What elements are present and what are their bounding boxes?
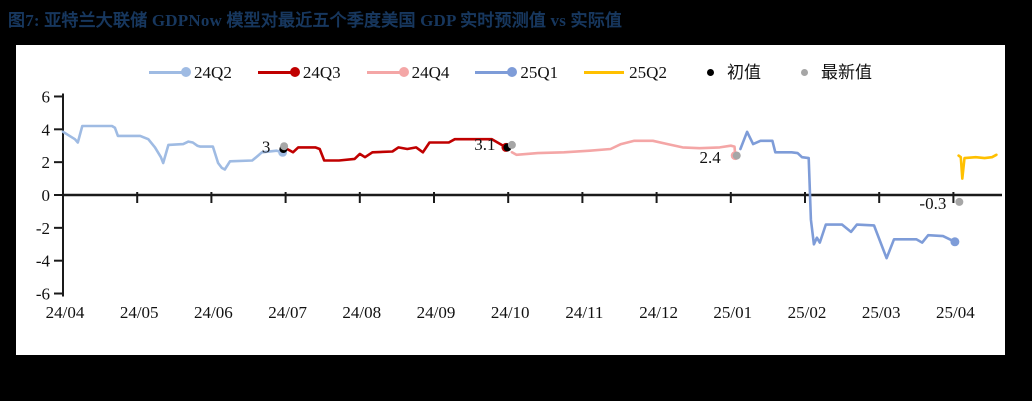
- x-axis-tick-label: 24/10: [491, 303, 530, 322]
- x-axis-tick-label: 24/12: [639, 303, 678, 322]
- legend-item-25Q1: 25Q1: [475, 64, 558, 81]
- series-line-24Q2: [61, 124, 284, 171]
- series-line-24Q3: [285, 137, 508, 162]
- x-axis-tick-label: 24/05: [120, 303, 159, 322]
- marker-dot-最新值: [955, 197, 964, 206]
- legend-label: 24Q2: [194, 62, 232, 82]
- y-axis-tick-label: 6: [42, 87, 51, 106]
- legend-line-icon: [584, 70, 625, 74]
- y-axis-tick-label: 0: [42, 186, 51, 205]
- legend-line-icon: [475, 67, 518, 77]
- y-axis-tick-label: 2: [42, 153, 51, 172]
- x-axis-tick-label: 25/01: [713, 303, 752, 322]
- legend-item-24Q2: 24Q2: [149, 64, 232, 81]
- legend-label: 25Q2: [629, 62, 667, 82]
- legend-label: 24Q4: [411, 62, 450, 82]
- x-axis-tick-label: 25/02: [788, 303, 827, 322]
- x-axis-tick-label: 24/09: [417, 303, 456, 322]
- legend-item-24Q4: 24Q4: [366, 62, 450, 82]
- chart-svg: 6 4 2 0 -2 -4 -624/04 24/05 24/06 24/07 24/08 24/09…: [36, 87, 1002, 322]
- legend-item-25Q2: 25Q2: [584, 64, 667, 81]
- annotation-3: 3: [262, 138, 271, 157]
- x-axis-tick-label: 24/08: [342, 303, 381, 322]
- legend-line-icon: [149, 67, 192, 77]
- legend-item-最新值: 最新值: [800, 62, 872, 82]
- marker-dot-最新值: [280, 142, 289, 151]
- legend-item-24Q3: 24Q3: [257, 62, 341, 82]
- marker-dot-最新值: [732, 151, 741, 160]
- legend-item-初值: 初值: [706, 62, 761, 82]
- y-axis-tick-label: -2: [36, 219, 50, 238]
- x-axis-tick-label: 25/04: [936, 303, 975, 322]
- chart-legend: 24Q2 24Q3 24Q4 25Q1 25Q2 初值 最新值: [16, 62, 1005, 82]
- legend-line-icon: [257, 67, 300, 77]
- y-axis-tick-label: -6: [36, 285, 50, 304]
- y-axis-tick-label: -4: [36, 252, 51, 271]
- y-axis-tick-label: 4: [42, 120, 51, 139]
- legend-dot-icon: [800, 68, 808, 76]
- legend-label: 最新值: [820, 62, 872, 82]
- annotation-2.4: 2.4: [699, 148, 721, 167]
- x-axis-tick-label: 24/06: [194, 303, 233, 322]
- series-line-25Q2: [957, 153, 998, 180]
- series-line-25Q1: [739, 130, 957, 260]
- series-line-24Q4: [510, 139, 737, 157]
- x-axis-tick-label: 25/03: [862, 303, 901, 322]
- figure-title: 图7: 亚特兰大联储 GDPNow 模型对最近五个季度美国 GDP 实时预测值 …: [8, 11, 623, 30]
- x-axis-tick-label: 24/04: [46, 303, 85, 322]
- annotation-3.1: 3.1: [474, 135, 495, 154]
- chart-card: 24Q2 24Q3 24Q4 25Q1 25Q2 初值 最新值 6 4 2 0 -2 -4 -6 24/0…: [16, 45, 1005, 355]
- legend-dot-icon: [706, 68, 714, 76]
- legend-label: 24Q3: [302, 62, 341, 82]
- legend-line-icon: [366, 67, 409, 77]
- x-axis-tick-label: 24/07: [268, 303, 307, 322]
- marker-dot-最新值: [507, 140, 516, 149]
- series-end-marker-25Q1: [950, 237, 960, 247]
- annotation--0.3: -0.3: [919, 194, 946, 213]
- legend-label: 25Q1: [520, 62, 559, 82]
- x-axis-tick-label: 24/11: [565, 303, 603, 322]
- legend-label: 初值: [726, 62, 761, 82]
